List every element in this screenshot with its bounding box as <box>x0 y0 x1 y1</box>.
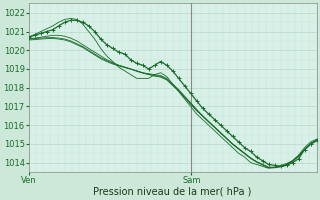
X-axis label: Pression niveau de la mer( hPa ): Pression niveau de la mer( hPa ) <box>93 187 252 197</box>
